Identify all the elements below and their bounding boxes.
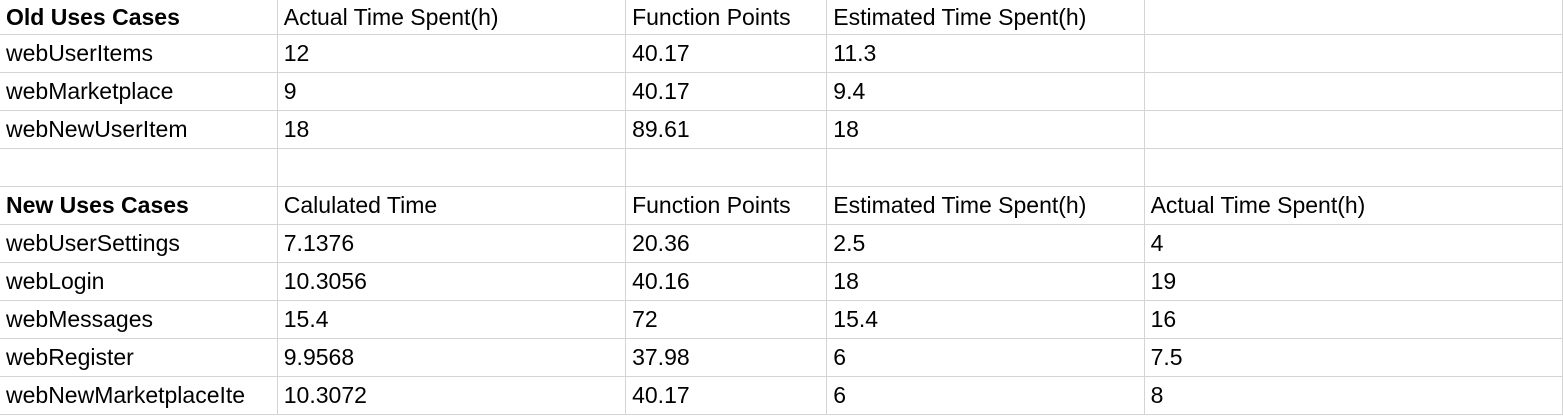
cell-calculated-time[interactable]: 15.4 bbox=[277, 300, 627, 339]
cell-calculated-time[interactable]: 10.3056 bbox=[277, 262, 627, 301]
cell-new-header-usecase[interactable]: New Uses Cases bbox=[0, 186, 278, 225]
cell-new-header-estimated-time[interactable]: Estimated Time Spent(h) bbox=[826, 186, 1145, 225]
cell-function-points[interactable]: 20.36 bbox=[625, 224, 828, 263]
table-row: webUserItems 12 40.17 11.3 bbox=[0, 34, 1563, 73]
table-row: webRegister 9.9568 37.98 6 7.5 bbox=[0, 338, 1563, 377]
cell-usecase[interactable]: webMessages bbox=[0, 300, 278, 339]
cell-old-header-estimated-time[interactable]: Estimated Time Spent(h) bbox=[826, 0, 1145, 35]
table-row: webMarketplace 9 40.17 9.4 bbox=[0, 72, 1563, 111]
new-header-row: New Uses Cases Calulated Time Function P… bbox=[0, 186, 1563, 225]
cell-function-points[interactable]: 72 bbox=[625, 300, 828, 339]
cell-old-header-actual-time[interactable]: Actual Time Spent(h) bbox=[277, 0, 627, 35]
cell-actual-time[interactable]: 16 bbox=[1144, 300, 1563, 339]
cell-calculated-time[interactable]: 9.9568 bbox=[277, 338, 627, 377]
cell-estimated-time[interactable]: 18 bbox=[826, 262, 1145, 301]
cell-actual-time[interactable]: 8 bbox=[1144, 376, 1563, 415]
cell-actual-time[interactable]: 7.5 bbox=[1144, 338, 1563, 377]
cell-empty[interactable] bbox=[625, 148, 828, 187]
table-row: webMessages 15.4 72 15.4 16 bbox=[0, 300, 1563, 339]
cell-estimated-time[interactable]: 11.3 bbox=[826, 34, 1145, 73]
cell-function-points[interactable]: 37.98 bbox=[625, 338, 828, 377]
empty-row bbox=[0, 148, 1563, 187]
cell-estimated-time[interactable]: 6 bbox=[826, 338, 1145, 377]
cell-old-header-function-points[interactable]: Function Points bbox=[625, 0, 828, 35]
cell-actual-time[interactable]: 4 bbox=[1144, 224, 1563, 263]
cell-calculated-time[interactable]: 7.1376 bbox=[277, 224, 627, 263]
cell-empty[interactable] bbox=[1144, 34, 1563, 73]
cell-function-points[interactable]: 40.17 bbox=[625, 34, 828, 73]
cell-estimated-time[interactable]: 18 bbox=[826, 110, 1145, 149]
cell-new-header-calculated-time[interactable]: Calulated Time bbox=[277, 186, 627, 225]
table-row: webNewUserItem 18 89.61 18 bbox=[0, 110, 1563, 149]
cell-calculated-time[interactable]: 10.3072 bbox=[277, 376, 627, 415]
cell-empty[interactable] bbox=[1144, 72, 1563, 111]
cell-old-header-usecase[interactable]: Old Uses Cases bbox=[0, 0, 278, 35]
cell-empty[interactable] bbox=[826, 148, 1145, 187]
cell-actual-time[interactable]: 18 bbox=[277, 110, 627, 149]
cell-empty[interactable] bbox=[1144, 110, 1563, 149]
cell-estimated-time[interactable]: 15.4 bbox=[826, 300, 1145, 339]
cell-usecase[interactable]: webUserSettings bbox=[0, 224, 278, 263]
cell-estimated-time[interactable]: 2.5 bbox=[826, 224, 1145, 263]
cell-usecase[interactable]: webMarketplace bbox=[0, 72, 278, 111]
cell-usecase[interactable]: webNewUserItem bbox=[0, 110, 278, 149]
cell-usecase[interactable]: webLogin bbox=[0, 262, 278, 301]
cell-empty[interactable] bbox=[0, 148, 278, 187]
table-row: webLogin 10.3056 40.16 18 19 bbox=[0, 262, 1563, 301]
cell-empty[interactable] bbox=[277, 148, 627, 187]
old-header-row: Old Uses Cases Actual Time Spent(h) Func… bbox=[0, 0, 1563, 35]
cell-actual-time[interactable]: 19 bbox=[1144, 262, 1563, 301]
cell-usecase[interactable]: webUserItems bbox=[0, 34, 278, 73]
cell-actual-time[interactable]: 12 bbox=[277, 34, 627, 73]
cell-estimated-time[interactable]: 6 bbox=[826, 376, 1145, 415]
cell-estimated-time[interactable]: 9.4 bbox=[826, 72, 1145, 111]
cell-empty[interactable] bbox=[1144, 148, 1563, 187]
cell-usecase[interactable]: webNewMarketplaceIte bbox=[0, 376, 278, 415]
cell-new-header-function-points[interactable]: Function Points bbox=[625, 186, 828, 225]
cell-actual-time[interactable]: 9 bbox=[277, 72, 627, 111]
table-row: webNewMarketplaceIte 10.3072 40.17 6 8 bbox=[0, 376, 1563, 415]
cell-usecase[interactable]: webRegister bbox=[0, 338, 278, 377]
cell-function-points[interactable]: 40.16 bbox=[625, 262, 828, 301]
cell-function-points[interactable]: 40.17 bbox=[625, 72, 828, 111]
table-row: webUserSettings 7.1376 20.36 2.5 4 bbox=[0, 224, 1563, 263]
cell-function-points[interactable]: 40.17 bbox=[625, 376, 828, 415]
cell-new-header-actual-time[interactable]: Actual Time Spent(h) bbox=[1144, 186, 1563, 225]
cell-old-header-empty[interactable] bbox=[1144, 0, 1563, 35]
cell-function-points[interactable]: 89.61 bbox=[625, 110, 828, 149]
